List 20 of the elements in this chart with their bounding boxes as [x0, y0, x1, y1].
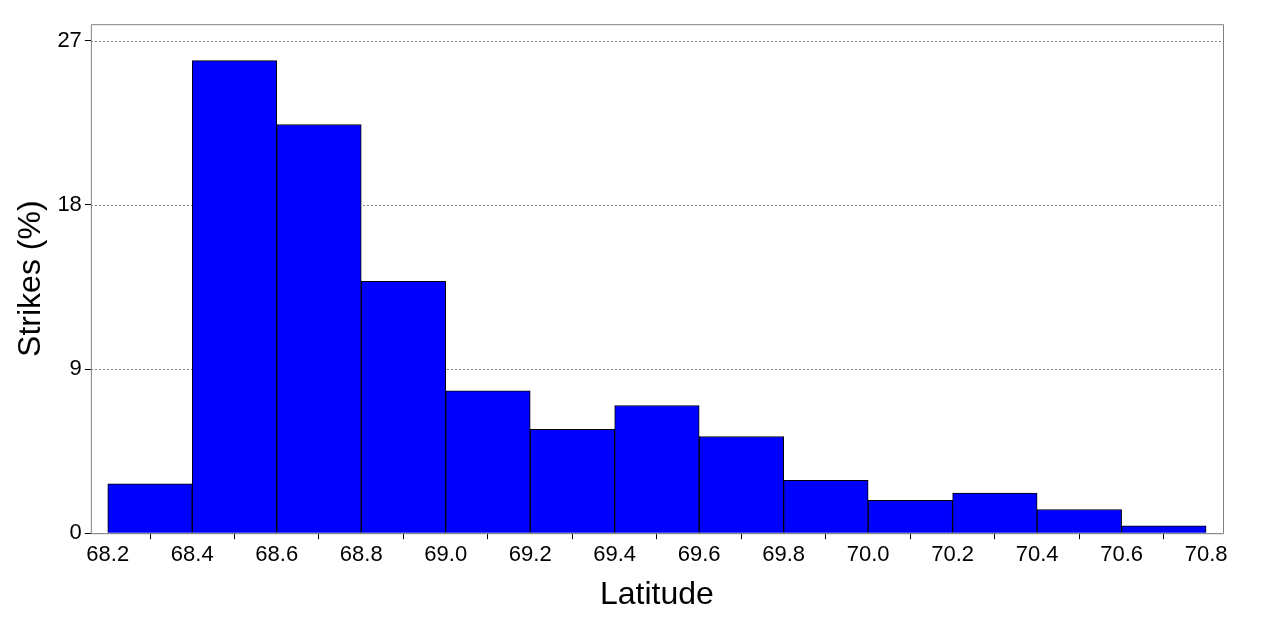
- y-tick-label: 9: [69, 355, 82, 381]
- x-tick-label: 70.2: [931, 541, 975, 567]
- y-tick-label: 27: [57, 26, 82, 52]
- x-tick-label: 70.4: [1015, 541, 1059, 567]
- y-axis-title: Strikes (%): [11, 200, 48, 357]
- x-tick-label: 68.6: [255, 541, 299, 567]
- y-tick-label: 18: [57, 190, 82, 216]
- x-tick-label: 68.8: [339, 541, 383, 567]
- x-tick-label: 69.8: [762, 541, 806, 567]
- x-tick-label: 69.6: [677, 541, 721, 567]
- x-tick-label: 70.6: [1100, 541, 1144, 567]
- x-tick-label: 70.8: [1184, 541, 1228, 567]
- y-tick-label: 0: [69, 519, 82, 545]
- x-tick-label: 68.4: [170, 541, 214, 567]
- x-tick-label: 69.0: [424, 541, 468, 567]
- x-tick-label: 70.0: [846, 541, 890, 567]
- x-tick-label: 69.4: [593, 541, 637, 567]
- x-axis-title: Latitude: [600, 574, 714, 611]
- x-tick-label: 69.2: [508, 541, 552, 567]
- x-tick-label: 68.2: [86, 541, 130, 567]
